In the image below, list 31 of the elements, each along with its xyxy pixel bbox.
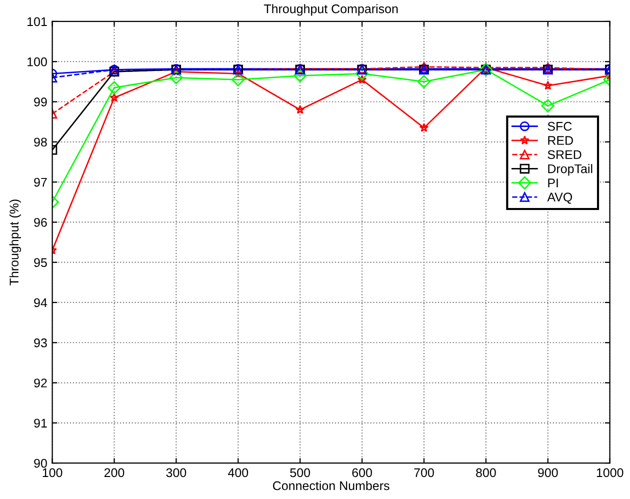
y-tick-label: 96	[34, 218, 47, 227]
y-tick-label: 97	[34, 178, 47, 187]
x-tick-label: 700	[414, 468, 434, 478]
x-tick-label: 1000	[596, 468, 624, 478]
x-tick-label: 100	[42, 468, 62, 478]
legend-label: PI	[548, 178, 558, 188]
y-tick-label: 100	[28, 57, 47, 66]
y-tick-label: 91	[34, 418, 47, 428]
y-tick-label: 99	[34, 98, 47, 106]
y-axis-title: Throughput (%)	[9, 200, 22, 286]
y-tick-label: 95	[34, 258, 47, 267]
x-tick-label: 500	[290, 468, 310, 478]
chart-title: Throughput Comparison	[264, 4, 398, 16]
x-tick-label: 200	[104, 468, 124, 478]
legend-label: SFC	[548, 122, 572, 131]
y-tick-label: 98	[34, 138, 47, 147]
y-tick-label: 101	[28, 17, 47, 26]
y-tick-label: 93	[34, 338, 47, 348]
legend-label: SRED	[548, 150, 582, 160]
x-tick-label: 900	[538, 468, 558, 478]
y-tick-label: 92	[34, 378, 47, 388]
x-tick-label: 600	[352, 468, 372, 478]
x-axis-title: Connection Numbers	[272, 480, 390, 490]
x-tick-label: 400	[228, 468, 248, 478]
x-tick-label: 800	[476, 468, 496, 478]
y-tick-label: 90	[34, 458, 47, 468]
legend-label: RED	[548, 136, 573, 145]
x-tick-label: 300	[166, 468, 186, 478]
legend-label: AVQ	[547, 192, 572, 204]
legend-label: DropTail	[548, 164, 592, 176]
y-tick-label: 94	[34, 298, 48, 308]
